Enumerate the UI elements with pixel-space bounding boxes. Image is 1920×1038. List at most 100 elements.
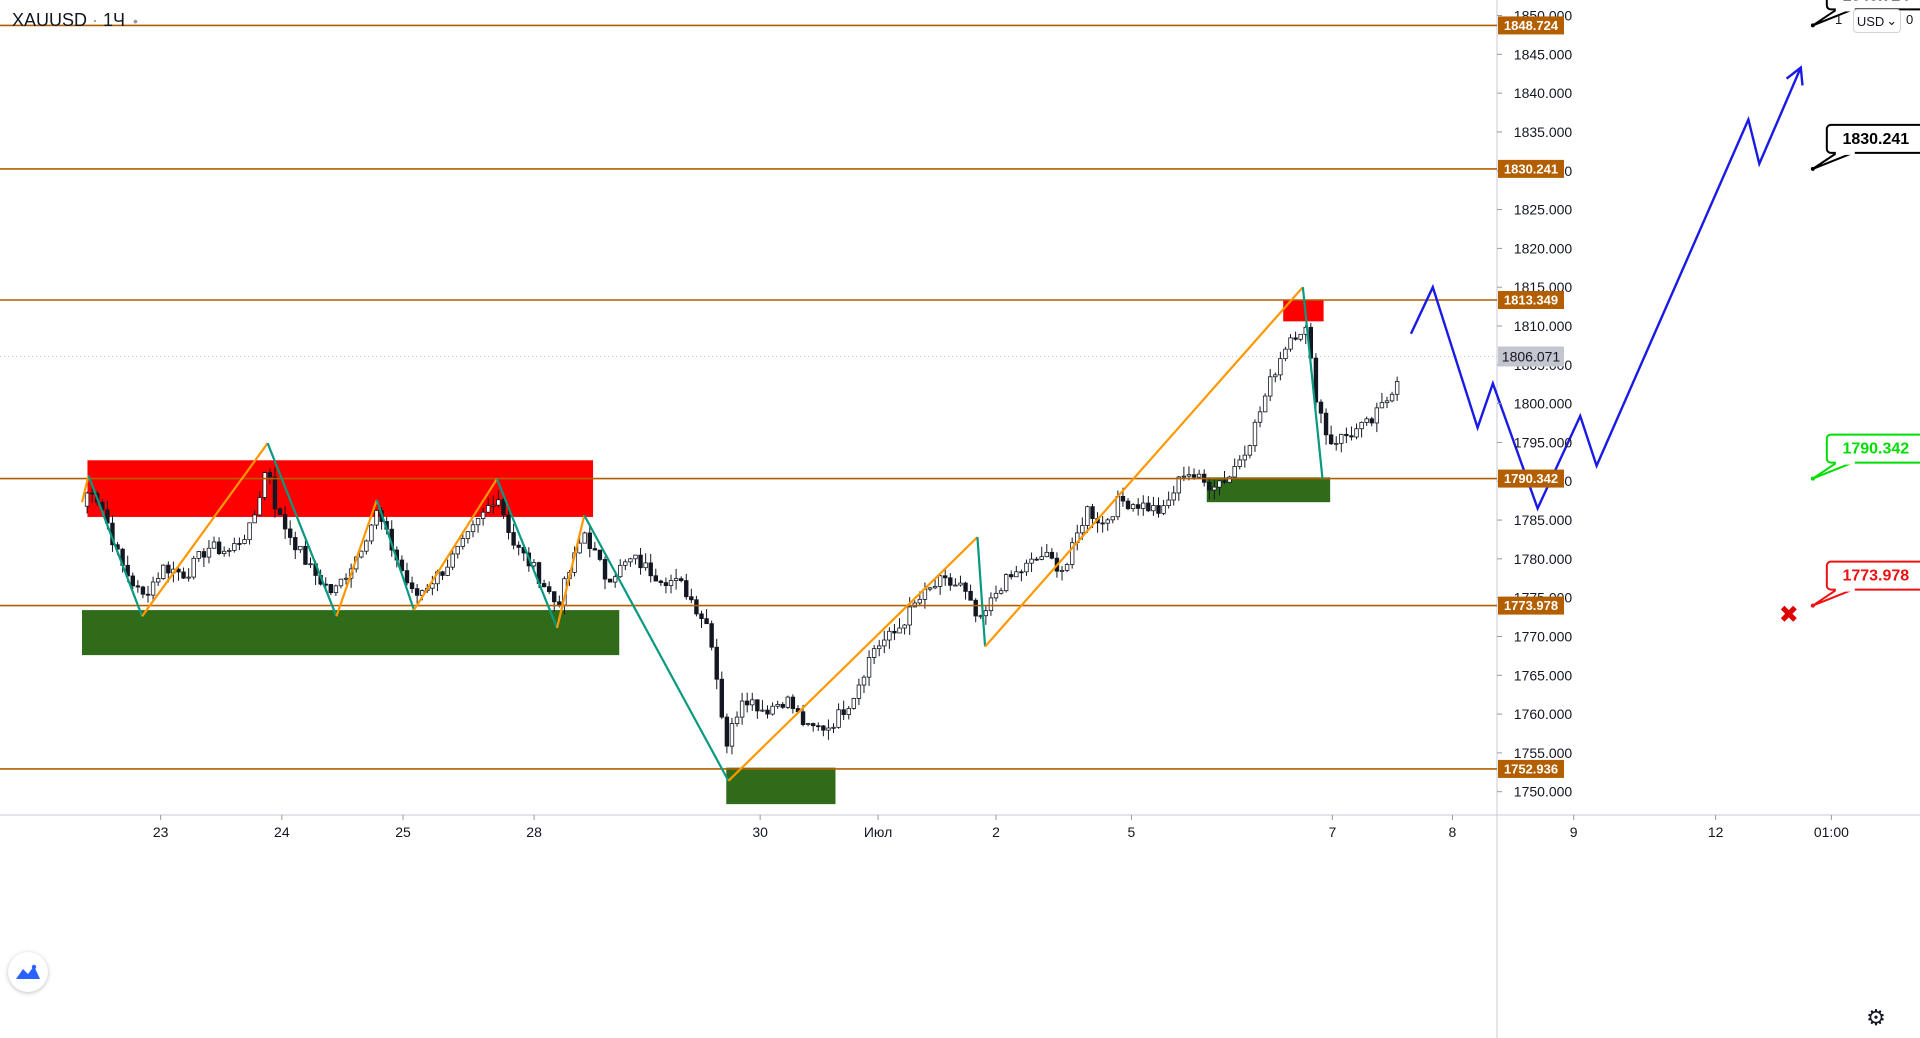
candle-body (678, 578, 684, 582)
candle-body (866, 657, 872, 678)
candle-body (816, 725, 821, 728)
x-tick-label-7: 5 (1128, 824, 1136, 840)
callout-box-2 (1825, 433, 1920, 464)
candle-body (287, 528, 293, 538)
x-tick-label-6: 2 (992, 824, 1000, 840)
candle-body (1191, 474, 1197, 478)
candle-body (897, 627, 902, 634)
candle-body (450, 553, 455, 568)
candle-body (404, 570, 410, 584)
candle-body (673, 578, 679, 581)
gear-icon[interactable]: ⚙ (1866, 1005, 1886, 1030)
candle-body (800, 711, 806, 725)
candle-body (1364, 418, 1369, 423)
candle-body (552, 591, 557, 603)
callout-anchor-2 (1810, 476, 1815, 481)
candle-body (232, 543, 237, 551)
candle-body (1105, 519, 1110, 524)
candle-body (805, 723, 811, 725)
candle-body (1090, 506, 1095, 519)
candle-body (338, 578, 344, 587)
zigzag-segment-1 (87, 475, 144, 617)
candle-body (480, 511, 486, 519)
candle-body (1034, 558, 1039, 561)
candle-body (409, 582, 415, 590)
logo-shape (16, 964, 40, 979)
candle-body (714, 646, 719, 680)
level-badge-3 (1498, 469, 1564, 488)
candle-body (1354, 428, 1359, 438)
candle-body (724, 716, 730, 747)
candle-body (161, 564, 166, 579)
candle-body (1176, 476, 1182, 494)
candle-body (668, 580, 674, 587)
candle-body (470, 524, 476, 533)
zigzag-segment-9 (583, 514, 730, 782)
candle-body (1161, 505, 1166, 514)
candle-body (770, 705, 775, 715)
candle-body (1313, 357, 1319, 403)
zigzag-segment-13 (1301, 287, 1324, 480)
interval-label[interactable]: 1Ч (103, 10, 126, 30)
candle-body (623, 561, 628, 566)
candle-body (633, 554, 638, 560)
candle-body (811, 723, 816, 727)
callout-label-2: 1790.342 (1842, 441, 1909, 458)
candle-body (1003, 574, 1009, 592)
callout-box-1 (1825, 123, 1920, 154)
candle-body (1024, 562, 1029, 573)
candle-body (150, 581, 156, 596)
candle-body (221, 550, 227, 555)
candle-body (84, 492, 90, 507)
candle-body (501, 499, 506, 516)
candle-body (267, 472, 273, 478)
zigzag-segment-6 (413, 478, 498, 611)
candle-body (1237, 459, 1242, 467)
chevron-down-icon: ⌄ (1886, 13, 1898, 28)
currency-button[interactable]: USD ⌄ (1853, 9, 1901, 33)
candle-body (1374, 407, 1380, 424)
callout-anchor-3 (1810, 603, 1815, 608)
candle-body (1384, 400, 1390, 404)
candle-body (541, 583, 547, 588)
candle-body (689, 596, 694, 601)
candle-body (958, 582, 963, 586)
zigzag-segment-5 (375, 499, 416, 611)
candle-body (729, 723, 735, 747)
callouts-layer: 1848.724 1830.241 1790.342 1773.978 ✖ (1779, 0, 1920, 629)
candle-body (298, 545, 303, 551)
callout-anchor-1 (1810, 166, 1815, 171)
y-tick-label-6: 1780.000 (1514, 551, 1573, 567)
candle-body (785, 696, 791, 708)
level-badge-label-1: 1830.241 (1504, 161, 1558, 176)
y-tick-label-12: 1810.000 (1514, 318, 1573, 334)
candle-body (1344, 433, 1349, 437)
candle-body (871, 648, 877, 658)
callout-pointer-0 (1812, 8, 1854, 27)
candle-body (780, 703, 785, 708)
candle-body (618, 564, 623, 578)
candle-body (831, 726, 836, 729)
candle-body (704, 618, 709, 625)
zigzag-segment-7 (495, 478, 559, 629)
candle-body (1186, 474, 1192, 477)
status-dot-icon: • (133, 13, 138, 29)
candle-body (1085, 506, 1090, 526)
candle-body (1257, 411, 1263, 423)
candle-body (516, 544, 521, 548)
candle-body (592, 548, 598, 551)
tradingview-logo-icon[interactable] (8, 952, 48, 992)
candle-body (577, 542, 582, 554)
candle-body (892, 630, 897, 634)
zones-layer (82, 299, 1331, 805)
symbol-header[interactable]: XAUUSD · 1Ч • (12, 10, 138, 31)
candle-body (1019, 571, 1024, 574)
candle-body (277, 508, 283, 515)
candle-body (166, 564, 171, 574)
candle-body (760, 709, 765, 712)
callout-label-1: 1830.241 (1842, 131, 1909, 148)
price-scale[interactable]: 1750.000 1755.000 1760.000 1765.000 1770.000… (1497, 8, 1572, 800)
